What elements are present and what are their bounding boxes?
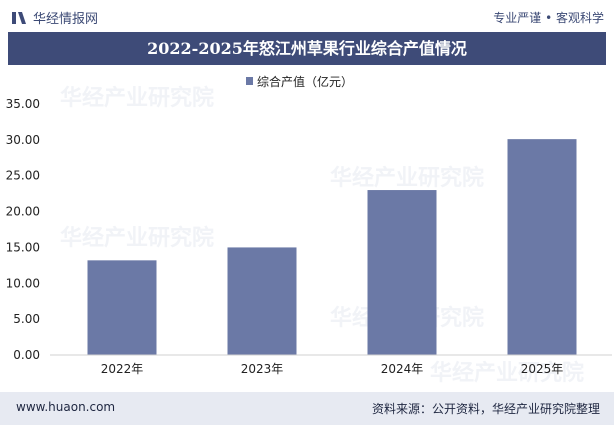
bars [87, 139, 577, 355]
slogan: 专业严谨 • 客观科学 [493, 11, 604, 25]
bar-chart: 综合产值（亿元） 0.00 5.00 10.00 15.00 20.00 25.00 30.… [6, 74, 612, 376]
x-tick-label: 2022年 [101, 362, 144, 376]
bar [227, 247, 297, 355]
chart-title: 2022-2025年怒江州草果行业综合产值情况 [8, 32, 606, 65]
header: 华经情报网 专业严谨 • 客观科学 [0, 0, 614, 32]
y-axis: 0.00 5.00 10.00 15.00 20.00 25.00 30.00 35.00 [6, 97, 40, 362]
y-tick-label: 30.00 [6, 133, 40, 147]
legend: 综合产值（亿元） [246, 74, 353, 89]
x-axis: 2022年 2023年 2024年 2025年 [101, 362, 564, 376]
brand-logo-icon [12, 11, 26, 24]
y-tick-label: 15.00 [6, 240, 40, 254]
y-tick-label: 20.00 [6, 205, 40, 219]
bar [367, 190, 437, 355]
y-tick-label: 0.00 [13, 348, 40, 362]
legend-label: 综合产值（亿元） [257, 74, 353, 89]
legend-swatch [246, 77, 253, 85]
x-tick-label: 2024年 [381, 362, 424, 376]
brand[interactable]: 华经情报网 [12, 8, 98, 27]
y-tick-label: 10.00 [6, 276, 40, 290]
x-tick-label: 2025年 [521, 362, 564, 376]
y-tick-label: 5.00 [13, 312, 40, 326]
y-tick-label: 35.00 [6, 97, 40, 111]
bar [507, 139, 577, 355]
y-tick-label: 25.00 [6, 169, 40, 183]
data-source: 资料来源：公开资料，华经产业研究院整理 [371, 402, 600, 416]
bar [87, 260, 157, 355]
brand-name: 华经情报网 [33, 12, 99, 27]
footer: www.huaon.com 资料来源：公开资料，华经产业研究院整理 [0, 392, 614, 425]
website-link[interactable]: www.huaon.com [16, 400, 116, 414]
x-tick-label: 2023年 [241, 362, 284, 376]
